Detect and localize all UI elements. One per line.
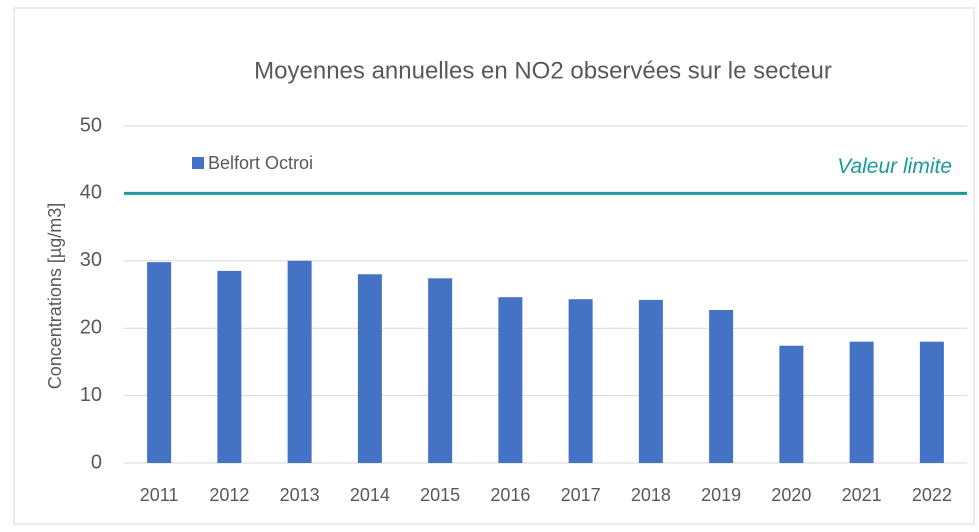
bar — [779, 345, 804, 463]
bar — [568, 299, 593, 463]
x-tick-label: 2013 — [280, 485, 320, 505]
x-tick-label: 2021 — [842, 485, 882, 505]
bar — [498, 297, 523, 463]
x-tick-label: 2016 — [490, 485, 530, 505]
bar — [428, 278, 453, 463]
bar — [147, 262, 172, 463]
chart-border — [13, 7, 975, 525]
chart-title: Moyennes annuelles en NO2 observées sur … — [254, 57, 832, 84]
bar — [638, 299, 663, 463]
y-tick-label: 50 — [80, 114, 102, 136]
bar — [849, 341, 874, 463]
bar — [287, 260, 312, 463]
y-axis-label: Concentrations [µg/m3] — [45, 203, 65, 389]
x-tick-label: 2022 — [912, 485, 952, 505]
x-tick-label: 2011 — [140, 485, 179, 505]
x-tick-label: 2015 — [420, 485, 460, 505]
y-tick-label: 0 — [91, 451, 102, 473]
y-tick-label: 40 — [80, 182, 102, 204]
x-tick-label: 2020 — [771, 485, 811, 505]
x-tick-label: 2014 — [350, 485, 390, 505]
x-tick-label: 2019 — [701, 485, 741, 505]
legend-label: Belfort Octroi — [208, 153, 313, 173]
x-tick-label: 2017 — [561, 485, 601, 505]
bar — [919, 341, 944, 463]
y-tick-label: 30 — [80, 249, 102, 271]
legend-swatch — [192, 157, 204, 169]
bar — [217, 270, 242, 463]
bar — [709, 310, 734, 463]
x-tick-label: 2012 — [209, 485, 249, 505]
x-tick-label: 2018 — [631, 485, 671, 505]
bar — [357, 274, 382, 463]
y-tick-label: 10 — [80, 384, 102, 406]
limit-label: Valeur limite — [837, 155, 952, 178]
y-tick-label: 20 — [80, 316, 102, 338]
